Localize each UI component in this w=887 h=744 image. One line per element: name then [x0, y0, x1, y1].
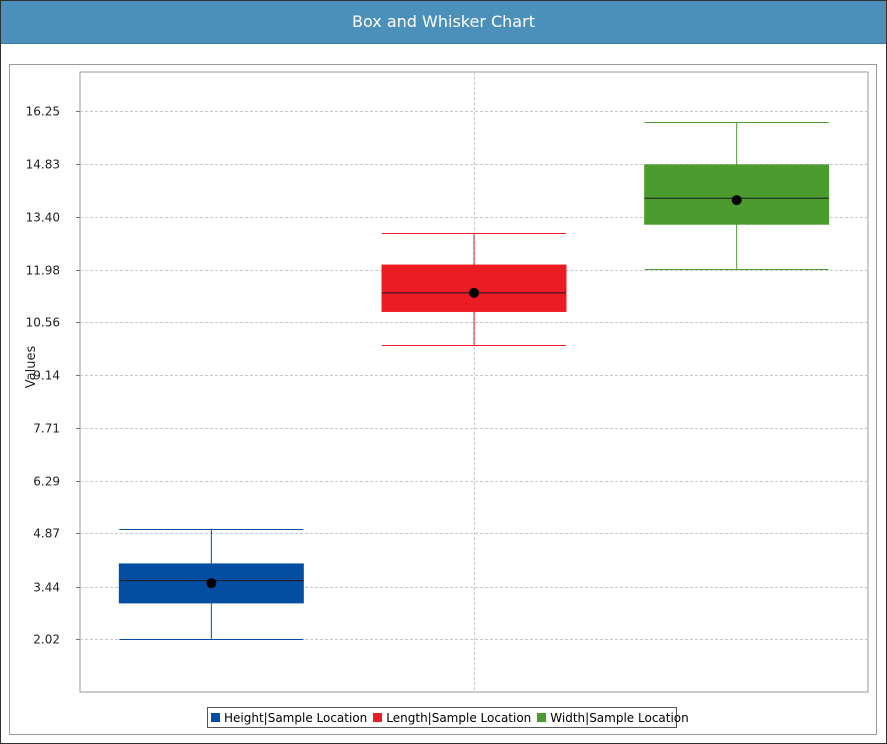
- y-tick-label: 10.56: [26, 316, 60, 330]
- mean-marker: [206, 578, 217, 589]
- y-tick-label: 9.14: [33, 369, 60, 383]
- legend-item: Length|Sample Location: [373, 711, 531, 725]
- legend-swatch: [211, 713, 220, 722]
- y-tick-label: 4.87: [33, 527, 60, 541]
- legend-label: Width|Sample Location: [550, 710, 689, 725]
- legend-label: Height|Sample Location: [224, 710, 368, 725]
- legend-item: Width|Sample Location: [537, 710, 689, 725]
- mean-marker: [731, 195, 742, 206]
- box-iqr: [118, 563, 304, 604]
- legend-swatch: [537, 713, 547, 722]
- y-tick-label: 14.83: [26, 158, 60, 172]
- y-tick-label: 13.40: [26, 211, 60, 225]
- y-tick-label: 7.71: [33, 422, 60, 436]
- y-axis-title: Values: [24, 346, 39, 389]
- y-tick-label: 2.02: [33, 633, 60, 647]
- legend-swatch: [373, 713, 383, 722]
- mean-marker: [469, 287, 479, 298]
- chart-legend: Height|Sample Location Length|Sample Loca…: [207, 707, 689, 728]
- legend-item: Height|Sample Location: [211, 711, 367, 725]
- box-iqr: [644, 164, 830, 225]
- chart-title: Box and Whisker Chart: [1, 1, 886, 44]
- y-tick-label: 6.29: [33, 475, 60, 489]
- y-tick-label: 11.98: [26, 264, 60, 278]
- y-tick-label: 16.25: [26, 105, 60, 119]
- y-tick-label: 3.44: [33, 581, 60, 595]
- legend-label: Length|Sample Location: [386, 710, 532, 725]
